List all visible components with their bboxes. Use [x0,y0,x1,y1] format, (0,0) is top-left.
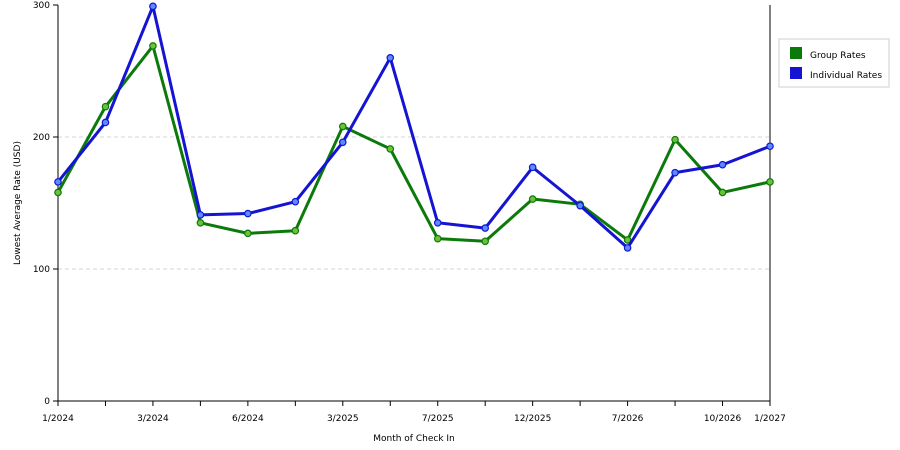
grid-lines [58,136,770,270]
y-tick-label: 300 [33,1,50,11]
data-point-individual-rates [433,219,442,227]
y-axis-title: Lowest Average Rate (USD) [13,141,23,265]
data-point-group-rates [291,226,300,235]
data-point-individual-rates [338,138,347,147]
x-axis-title: Month of Check In [373,434,455,444]
x-tick-label: 7/2026 [612,414,644,424]
data-point-individual-rates [671,168,679,177]
series-line-individual-rates [56,4,771,250]
data-point-individual-rates [54,178,62,186]
data-point-individual-rates [149,2,157,11]
legend-swatch-individual-rates [790,67,802,79]
series-individual-rates [54,2,774,252]
data-point-individual-rates [196,211,205,219]
x-tick-label: 6/2024 [232,414,264,424]
x-tick-label: 3/2025 [327,414,359,424]
data-point-group-rates [671,135,679,144]
data-point-group-rates [101,102,110,111]
data-point-individual-rates [481,224,490,232]
y-tick-label: 100 [33,265,50,275]
data-point-group-rates [244,229,252,238]
data-point-group-rates [54,188,62,197]
x-tick-label: 7/2025 [422,414,454,424]
series-group-rates [54,42,774,246]
axes [57,5,771,402]
x-tick-label: 1/2027 [754,414,786,424]
data-point-individual-rates [576,201,584,210]
data-point-individual-rates [386,53,395,62]
y-tick-label: 200 [33,133,50,143]
x-tick-label: 10/2026 [704,414,742,424]
data-point-group-rates [766,178,774,186]
legend-label-group-rates: Group Rates [810,51,866,61]
data-point-individual-rates [101,118,110,127]
data-point-group-rates [481,237,490,246]
data-point-individual-rates [718,160,727,169]
legend: Group Rates Individual Rates [778,38,890,88]
data-point-individual-rates [291,197,300,206]
x-tick-label: 3/2024 [137,414,169,424]
data-point-group-rates [528,195,537,203]
data-point-group-rates [338,122,347,131]
data-point-group-rates [718,188,727,197]
x-tick-label: 12/2025 [514,414,551,424]
data-point-group-rates [623,236,632,244]
x-tick-label: 1/2024 [42,414,74,424]
data-point-individual-rates [528,163,537,172]
x-ticks: 1/2024 3/2024 6/2024 3/2025 7/2025 12/2025 7/2… [42,401,786,424]
y-tick-label: 0 [44,397,50,407]
data-point-individual-rates [623,244,632,252]
series [54,2,774,252]
legend-label-individual-rates: Individual Rates [810,71,882,81]
y-ticks: 0 100 200 300 [33,1,58,407]
data-point-group-rates [433,234,442,243]
legend-swatch-group-rates [790,47,802,59]
data-point-group-rates [196,219,205,227]
data-point-group-rates [386,145,395,153]
data-point-individual-rates [766,142,774,151]
data-point-individual-rates [244,209,252,218]
series-line-group-rates [56,44,771,243]
data-point-group-rates [149,42,157,50]
